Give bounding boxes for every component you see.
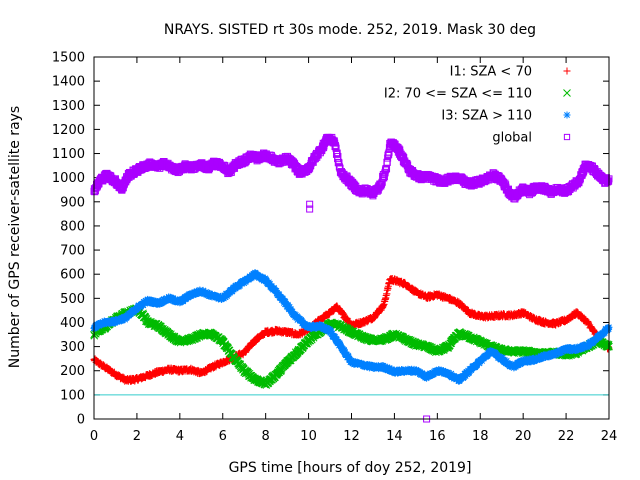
x-tick-label: 22 <box>558 429 575 444</box>
y-tick-label: 1500 <box>52 51 85 66</box>
y-tick-label: 1200 <box>52 123 85 138</box>
y-axis-label: Number of GPS receiver-satellite rays <box>7 106 23 368</box>
x-tick-label: 4 <box>176 429 184 444</box>
y-tick-label: 400 <box>60 316 85 331</box>
chart-title: NRAYS. SISTED rt 30s mode. 252, 2019. Ma… <box>164 22 536 38</box>
y-tick-label: 500 <box>60 292 85 307</box>
x-tick-label: 20 <box>515 429 532 444</box>
y-tick-label: 0 <box>77 413 85 428</box>
axis-ticks: 0 2 4 6 8 10 12 14 16 18 20 22 240100200300400500600… <box>52 51 617 445</box>
data-layer <box>90 133 613 423</box>
x-tick-label: 16 <box>429 429 446 444</box>
y-tick-label: 300 <box>60 340 85 355</box>
x-axis-label: GPS time [hours of doy 252, 2019] <box>229 460 472 476</box>
x-tick-label: 0 <box>90 429 98 444</box>
y-tick-label: 1100 <box>52 147 85 162</box>
y-tick-label: 1300 <box>52 99 85 114</box>
y-tick-label: 900 <box>60 195 85 210</box>
x-tick-label: 6 <box>219 429 227 444</box>
y-tick-label: 800 <box>60 219 85 234</box>
x-tick-label: 12 <box>343 429 360 444</box>
x-tick-label: 8 <box>262 429 270 444</box>
y-tick-label: 100 <box>60 388 85 403</box>
x-tick-label: 18 <box>472 429 489 444</box>
y-tick-label: 1000 <box>52 171 85 186</box>
series-3 <box>90 133 613 423</box>
y-tick-label: 600 <box>60 268 85 283</box>
series-0 <box>90 275 613 385</box>
x-tick-label: 14 <box>386 429 403 444</box>
x-tick-label: 2 <box>133 429 141 444</box>
x-tick-label: 24 <box>601 429 618 444</box>
y-tick-label: 200 <box>60 364 85 379</box>
y-tick-label: 1400 <box>52 75 85 90</box>
x-tick-label: 10 <box>300 429 317 444</box>
y-tick-label: 700 <box>60 244 85 259</box>
